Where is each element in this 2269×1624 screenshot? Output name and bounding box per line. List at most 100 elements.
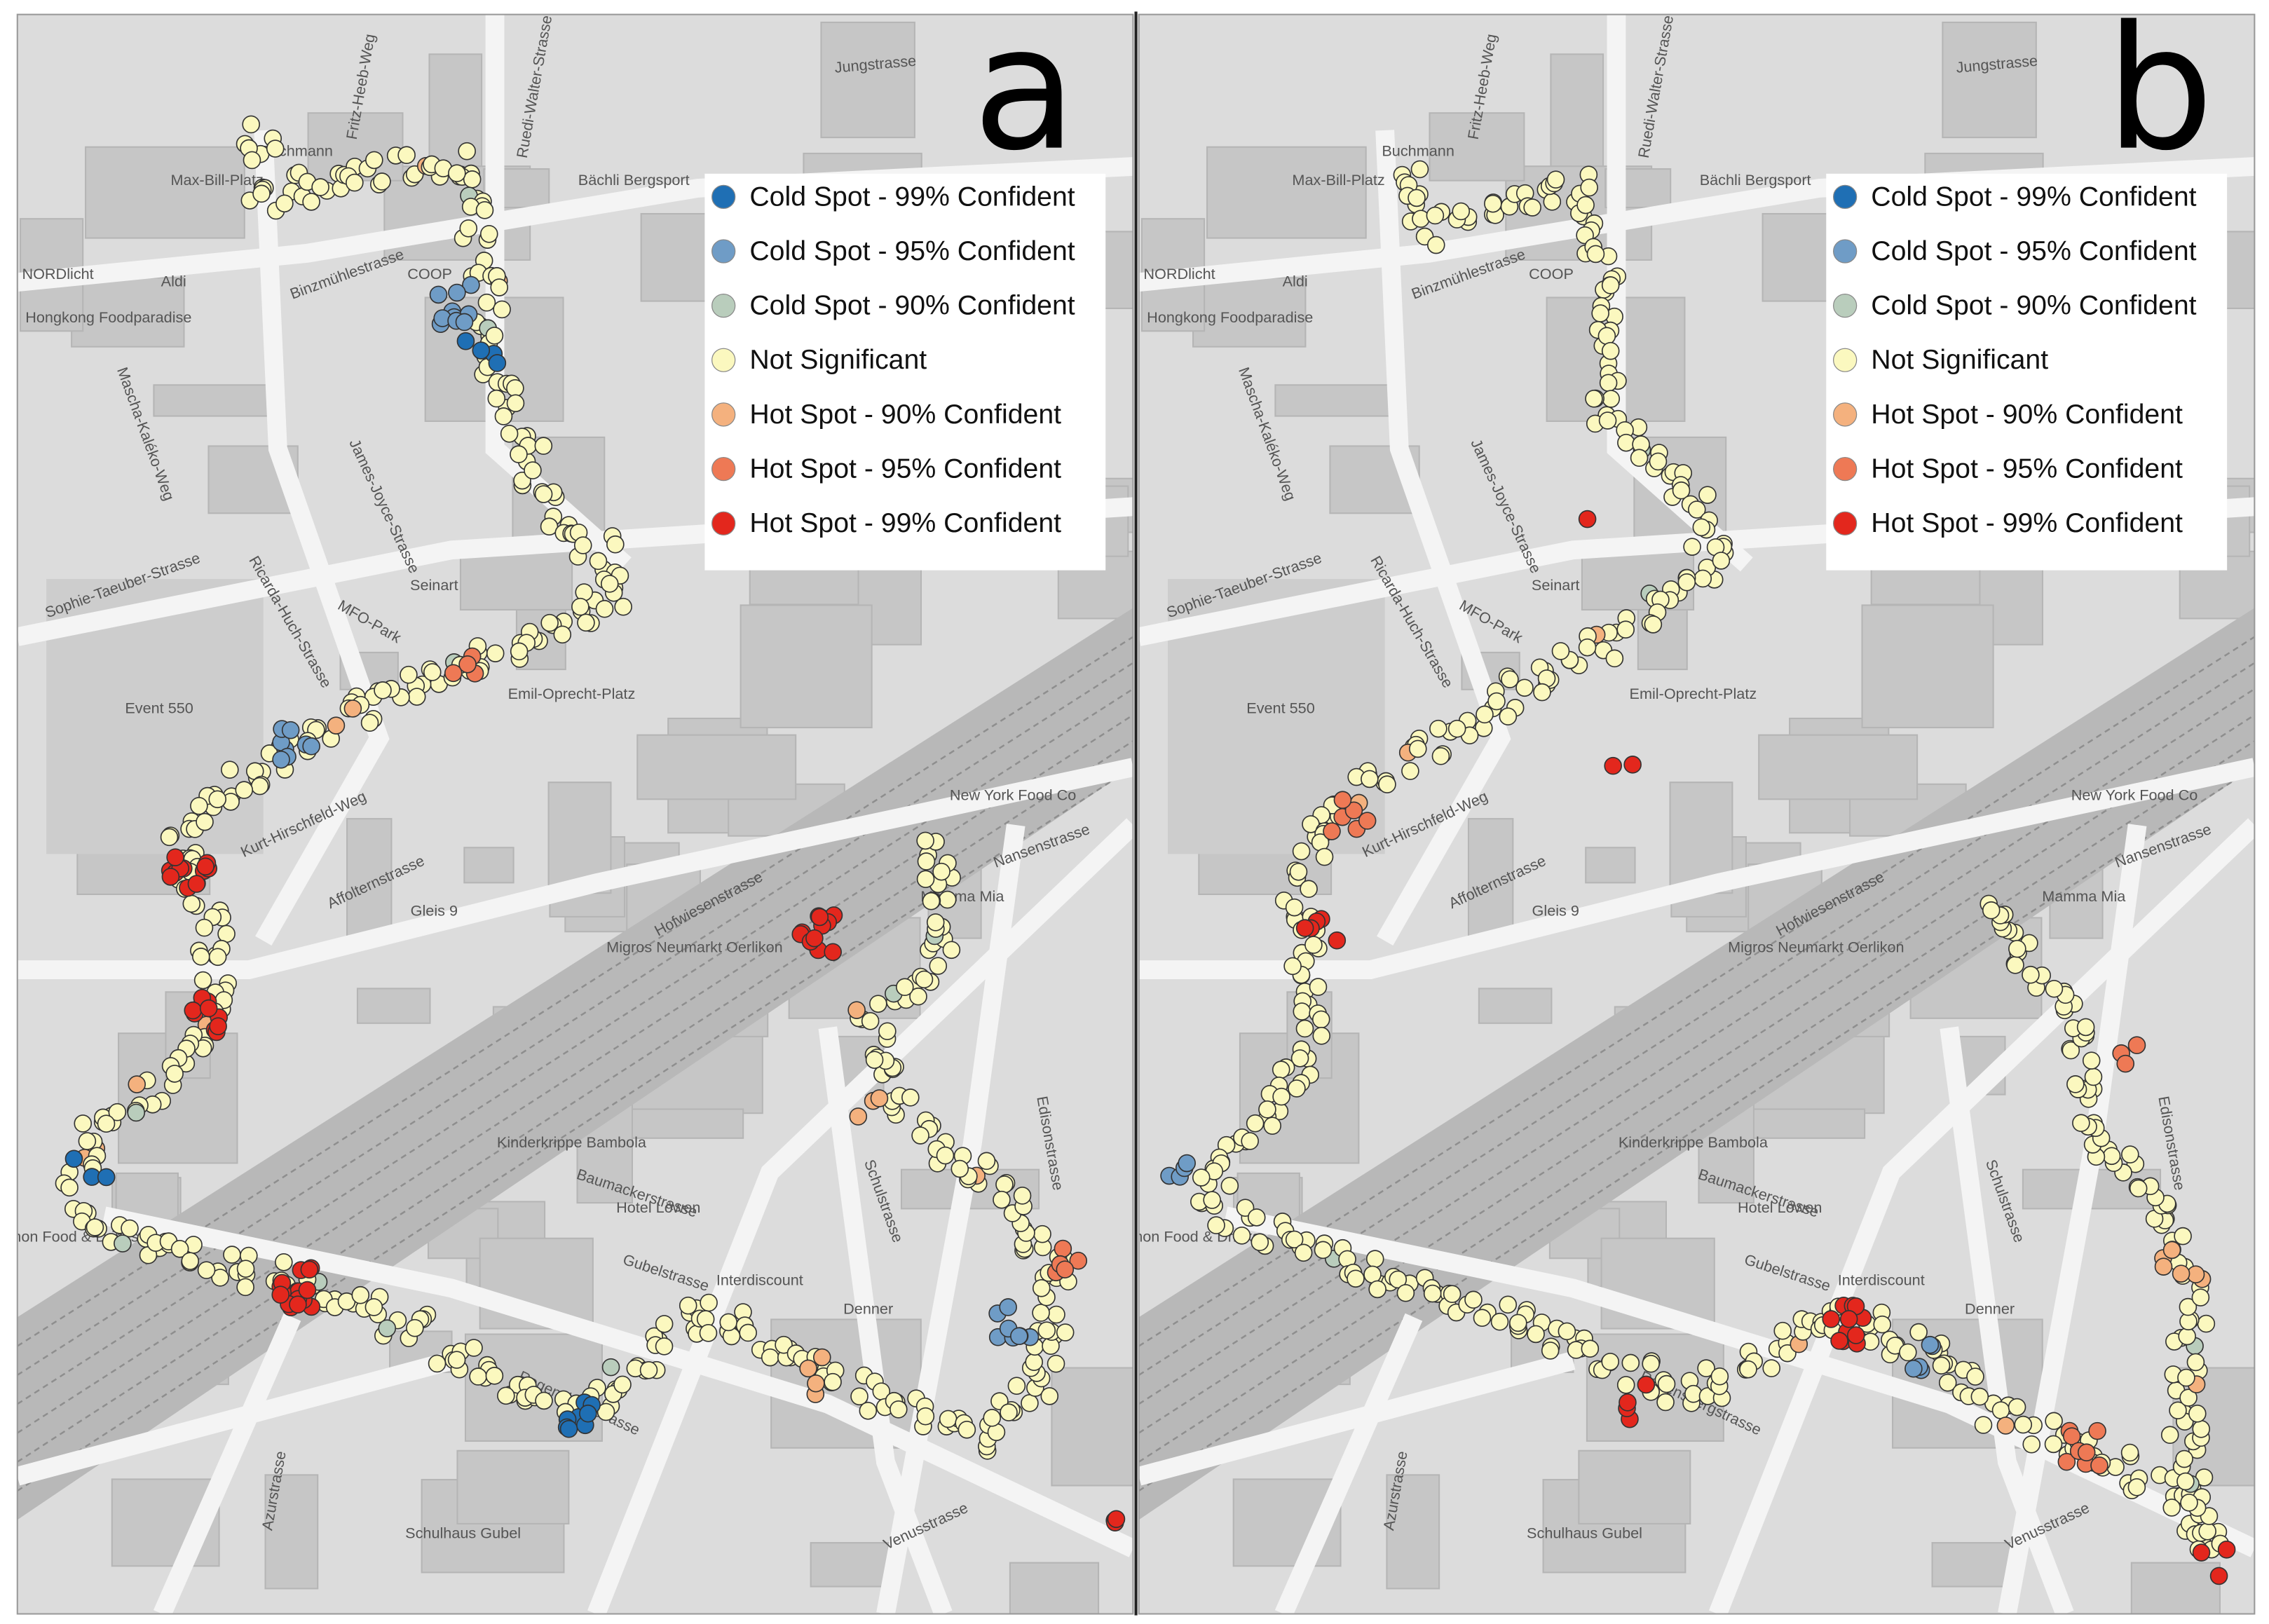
observation-point (1932, 1356, 1951, 1375)
observation-point (1677, 573, 1696, 592)
observation-point (1293, 1002, 1311, 1021)
map-label: Interdiscount (1838, 1271, 1925, 1288)
building (820, 21, 915, 139)
rail-track (1138, 636, 2255, 1347)
building (85, 146, 245, 239)
observation-point (343, 700, 362, 718)
observation-point (448, 283, 466, 302)
observation-point (1258, 1100, 1276, 1119)
observation-point (983, 1409, 1002, 1427)
observation-point (506, 394, 525, 413)
observation-point (1578, 510, 1597, 528)
observation-point (1970, 1387, 1989, 1406)
observation-point (909, 987, 927, 1006)
observation-point (2186, 1353, 2205, 1372)
observation-point (2191, 1288, 2210, 1306)
observation-point (861, 1011, 880, 1030)
observation-point (497, 1386, 515, 1405)
observation-point (1295, 919, 1314, 937)
observation-point (1000, 1403, 1018, 1421)
observation-point (447, 1351, 466, 1369)
observation-point (2172, 1264, 2190, 1283)
observation-point (272, 750, 290, 769)
observation-point (1499, 1295, 1518, 1314)
observation-point (360, 714, 379, 732)
street (1138, 758, 2255, 980)
observation-point (187, 875, 206, 893)
observation-point (775, 1335, 793, 1354)
observation-point (1203, 1191, 1221, 1209)
observation-point (2102, 1147, 2121, 1166)
map-panel: JungstrasseBinzmühlestrasseSophie-Taeube… (1138, 0, 2256, 1615)
observation-point (1616, 1376, 1635, 1394)
observation-point (1773, 1321, 1792, 1340)
building (1429, 112, 1525, 182)
legend-label: Cold Spot - 95% Confident (1871, 236, 2196, 266)
observation-point (311, 178, 329, 196)
observation-point (485, 327, 504, 345)
building (1758, 734, 1919, 800)
map-label: NORDlicht (22, 265, 93, 282)
observation-point (1236, 1199, 1255, 1217)
legend-box (1826, 173, 2228, 571)
observation-point (208, 948, 227, 967)
observation-point (365, 151, 383, 170)
map-label: Interdiscount (716, 1271, 803, 1288)
observation-point (469, 1367, 487, 1386)
observation-point (1013, 1187, 1032, 1205)
observation-point (1251, 1233, 1269, 1252)
building (1585, 847, 1636, 884)
observation-point (2129, 1179, 2148, 1198)
legend-marker (711, 511, 736, 535)
legend-label: Hot Spot - 99% Confident (1871, 507, 2183, 538)
observation-point (458, 655, 477, 674)
legend-marker (711, 456, 736, 482)
legend-marker (711, 184, 736, 209)
observation-point (639, 1360, 658, 1379)
observation-point (510, 445, 528, 463)
observation-point (448, 164, 466, 182)
observation-point (195, 918, 214, 937)
observation-point (2176, 1472, 2195, 1491)
observation-point (1541, 1342, 1560, 1360)
observation-point (1692, 518, 1711, 537)
observation-point (2178, 1327, 2196, 1346)
observation-point (428, 1354, 447, 1373)
observation-point (1220, 1176, 1239, 1195)
observation-point (579, 1404, 597, 1423)
observation-point (2044, 1435, 2063, 1454)
observation-point (2179, 1297, 2198, 1316)
observation-point (1687, 500, 1706, 519)
observation-point (1365, 1250, 1384, 1268)
observation-point (192, 948, 210, 966)
legend-label: Not Significant (1871, 344, 2048, 375)
observation-point (2045, 979, 2064, 998)
building (1206, 146, 1367, 239)
observation-point (1315, 847, 1334, 866)
observation-point (223, 1246, 241, 1264)
map-label: Max-Bill-Platz (170, 171, 263, 189)
observation-point (1649, 452, 1668, 471)
legend-marker (711, 402, 736, 427)
building (456, 1449, 570, 1524)
observation-point (1551, 642, 1570, 660)
map-label: New York Food Co (950, 786, 1077, 804)
observation-point (1309, 978, 1328, 996)
legend-label: Hot Spot - 95% Confident (1871, 453, 2183, 484)
observation-point (199, 999, 218, 1018)
observation-point (1822, 1310, 1841, 1328)
observation-point (600, 575, 619, 593)
observation-point (1107, 1510, 1126, 1529)
observation-point (824, 1372, 842, 1391)
observation-point (1683, 538, 1701, 556)
observation-point (86, 1218, 104, 1236)
observation-point (236, 1278, 254, 1297)
observation-point (1523, 198, 1541, 217)
observation-point (2197, 1314, 2216, 1333)
observation-point (922, 892, 941, 910)
rail-track (1138, 766, 2255, 1492)
legend-label: Hot Spot - 99% Confident (749, 507, 1061, 538)
building (356, 988, 431, 1024)
building (1931, 1542, 2011, 1588)
observation-point (211, 1269, 229, 1287)
